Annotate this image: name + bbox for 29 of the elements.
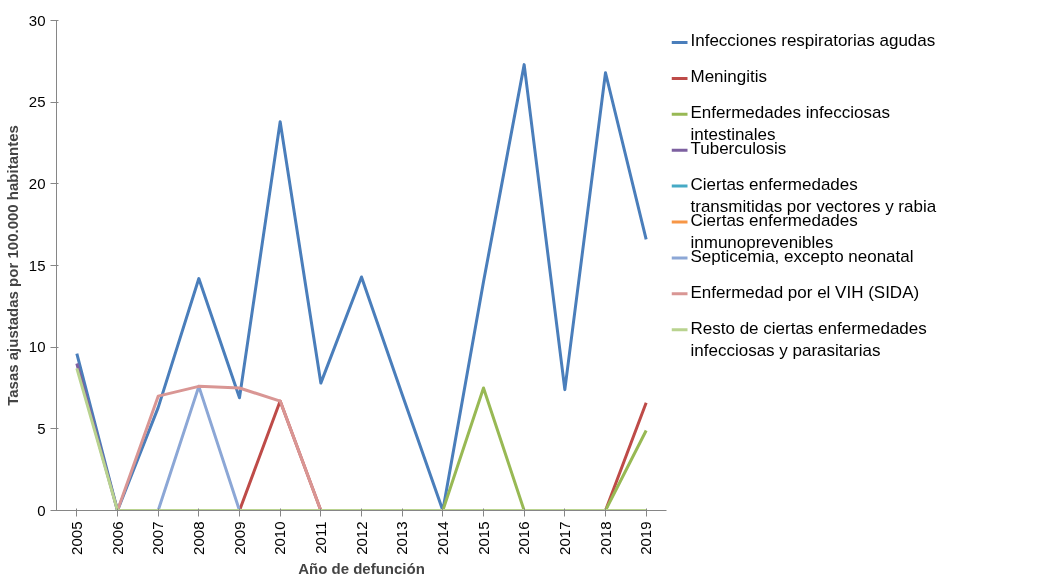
legend-label: Infecciones respiratorias agudas [690,31,936,51]
x-tick-label: 2013 [393,521,411,555]
y-tick-label: 20 [28,174,46,192]
y-axis-title: Tasas ajustadas por 100.000 habitantes [3,125,21,406]
x-tick-label: 2019 [637,521,655,555]
y-tick-label: 0 [37,501,46,519]
x-tick-label: 2018 [596,521,614,555]
x-tick-label: 2007 [149,521,167,555]
x-axis-title: Año de defunción [298,559,425,577]
legend-label: Resto de ciertas enfermedades infecciosas y parasitarias [690,318,927,360]
x-tick-label: 2008 [189,521,207,555]
y-tick-label: 10 [28,338,46,356]
legend-label: Tuberculosis [690,139,787,159]
legend-label: Meningitis [690,67,768,87]
x-tick-label: 2017 [555,521,573,555]
x-tick-label: 2014 [433,521,451,555]
x-tick-label: 2016 [515,521,533,555]
y-tick-label: 15 [28,256,46,274]
y-tick-label: 30 [28,11,46,29]
x-tick-label: 2011 [311,521,329,554]
x-tick-label: 2009 [230,521,248,555]
y-tick-label: 25 [28,93,46,111]
x-tick-label: 2006 [108,521,126,555]
x-tick-label: 2005 [67,521,85,555]
x-tick-label: 2012 [352,521,370,555]
legend-label: Enfermedad por el VIH (SIDA) [690,282,920,302]
y-tick-label: 5 [37,419,46,437]
x-tick-label: 2010 [271,521,289,555]
x-tick-label: 2015 [474,521,492,555]
